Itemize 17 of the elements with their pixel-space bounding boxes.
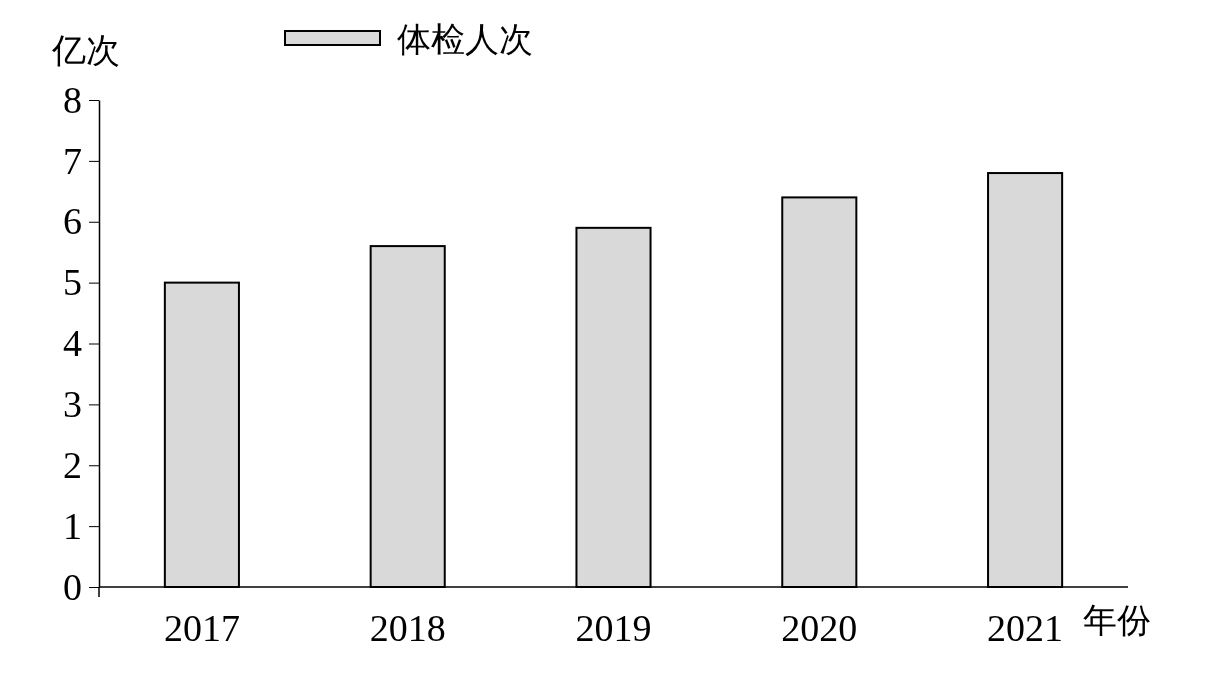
y-tick-label: 3 xyxy=(63,383,82,426)
y-tick-label: 8 xyxy=(63,78,82,121)
y-tick-label: 7 xyxy=(63,139,82,182)
y-tick-label: 5 xyxy=(63,261,82,304)
x-tick-label: 2017 xyxy=(163,607,240,650)
y-tick-label: 6 xyxy=(63,200,82,243)
x-tick-label: 2019 xyxy=(575,607,652,650)
x-tick-label: 2021 xyxy=(987,607,1064,650)
y-tick-label: 4 xyxy=(63,322,82,365)
legend-label: 体检人次 xyxy=(397,21,533,58)
y-tick-label: 1 xyxy=(63,504,82,547)
x-tick-label: 2018 xyxy=(369,607,446,650)
y-tick-label: 0 xyxy=(63,565,82,608)
x-tick-label: 2020 xyxy=(781,607,858,650)
x-axis-title: 年份 xyxy=(1083,602,1151,639)
y-axis-title: 亿次 xyxy=(51,32,120,69)
y-tick-label: 2 xyxy=(63,443,82,486)
